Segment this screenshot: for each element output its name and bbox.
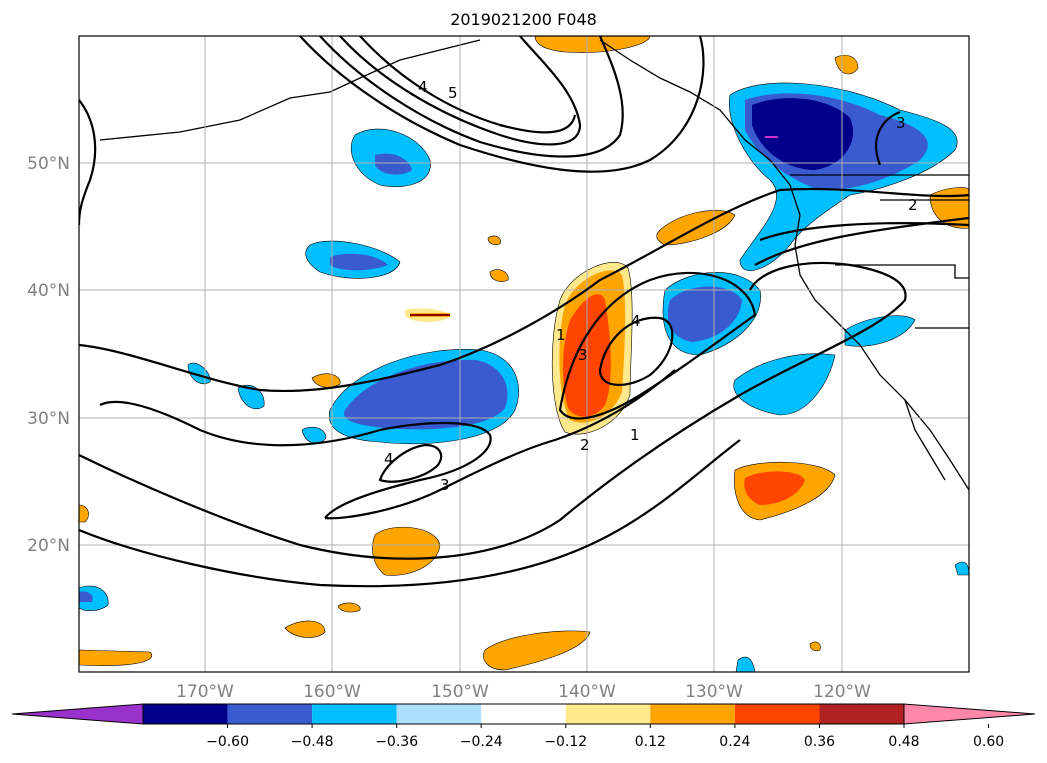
lat-label: 50°N <box>27 154 70 174</box>
colorbar-tick-label: 0.60 <box>973 734 1004 750</box>
colorbar-swatch <box>481 704 566 724</box>
colorbar-tick-label: −0.12 <box>544 734 587 750</box>
lon-label: 140°W <box>558 682 616 702</box>
lat-label: 20°N <box>27 536 70 556</box>
colorbar-tick-label: 0.24 <box>719 734 750 750</box>
colorbar-swatch <box>227 704 313 724</box>
contour-label: 4 <box>418 78 428 96</box>
shaded-anomaly-regions <box>79 36 969 672</box>
colorbar-tick-label: −0.48 <box>291 734 334 750</box>
contour-label: 1 <box>556 326 566 344</box>
lat-label: 30°N <box>27 409 70 429</box>
lon-label: 150°W <box>431 682 489 702</box>
colorbar: −0.60 −0.48 −0.36 −0.24 −0.12 0.12 0.24 0.36 0.4… <box>11 703 1036 750</box>
colorbar-tick-label: 0.48 <box>888 734 919 750</box>
colorbar-tick-label: 0.36 <box>804 734 835 750</box>
colorbar-tick-label: 0.12 <box>635 734 666 750</box>
lon-label: 170°W <box>176 682 234 702</box>
lon-label: 160°W <box>303 682 361 702</box>
lon-label: 120°W <box>813 682 871 702</box>
colorbar-tick-label: −0.60 <box>206 734 249 750</box>
lon-label: 130°W <box>685 682 743 702</box>
map-frame <box>78 35 970 673</box>
contour-label: 1 <box>630 426 640 444</box>
contour-label: 3 <box>578 346 588 364</box>
colorbar-extension-low <box>11 703 144 725</box>
contour-lines <box>79 36 969 588</box>
contour-label: 4 <box>631 312 641 330</box>
colorbar-swatch <box>143 704 228 724</box>
colorbar-swatch <box>819 704 904 724</box>
contour-label: 2 <box>580 436 590 454</box>
map-title: 2019021200 F048 <box>450 10 597 29</box>
colorbar-swatch <box>312 704 397 724</box>
colorbar-frame <box>142 703 905 725</box>
contour-label: 4 <box>384 450 394 468</box>
longitude-labels: 170°W 160°W 150°W 140°W 130°W 120°W <box>176 682 871 702</box>
contour-label: 2 <box>908 196 918 214</box>
colorbar-swatch <box>650 704 735 724</box>
contour-labels: 5 4 3 2 1 3 4 1 2 3 4 <box>384 78 918 494</box>
contour-label: 5 <box>448 84 458 102</box>
map-panel: 5 4 3 2 1 3 4 1 2 3 4 <box>79 36 969 672</box>
contour-label: 3 <box>440 476 450 494</box>
lat-label: 40°N <box>27 281 70 301</box>
colorbar-swatch <box>396 704 482 724</box>
colorbar-swatch <box>734 704 820 724</box>
coastlines <box>99 39 969 491</box>
colorbar-extension-high <box>903 703 1036 725</box>
colorbar-tick-label: −0.36 <box>375 734 418 750</box>
colorbar-tick-label: −0.24 <box>460 734 503 750</box>
latitude-labels: 50°N 40°N 30°N 20°N <box>27 154 70 556</box>
contour-label: 3 <box>896 114 906 132</box>
colorbar-swatch <box>565 704 651 724</box>
